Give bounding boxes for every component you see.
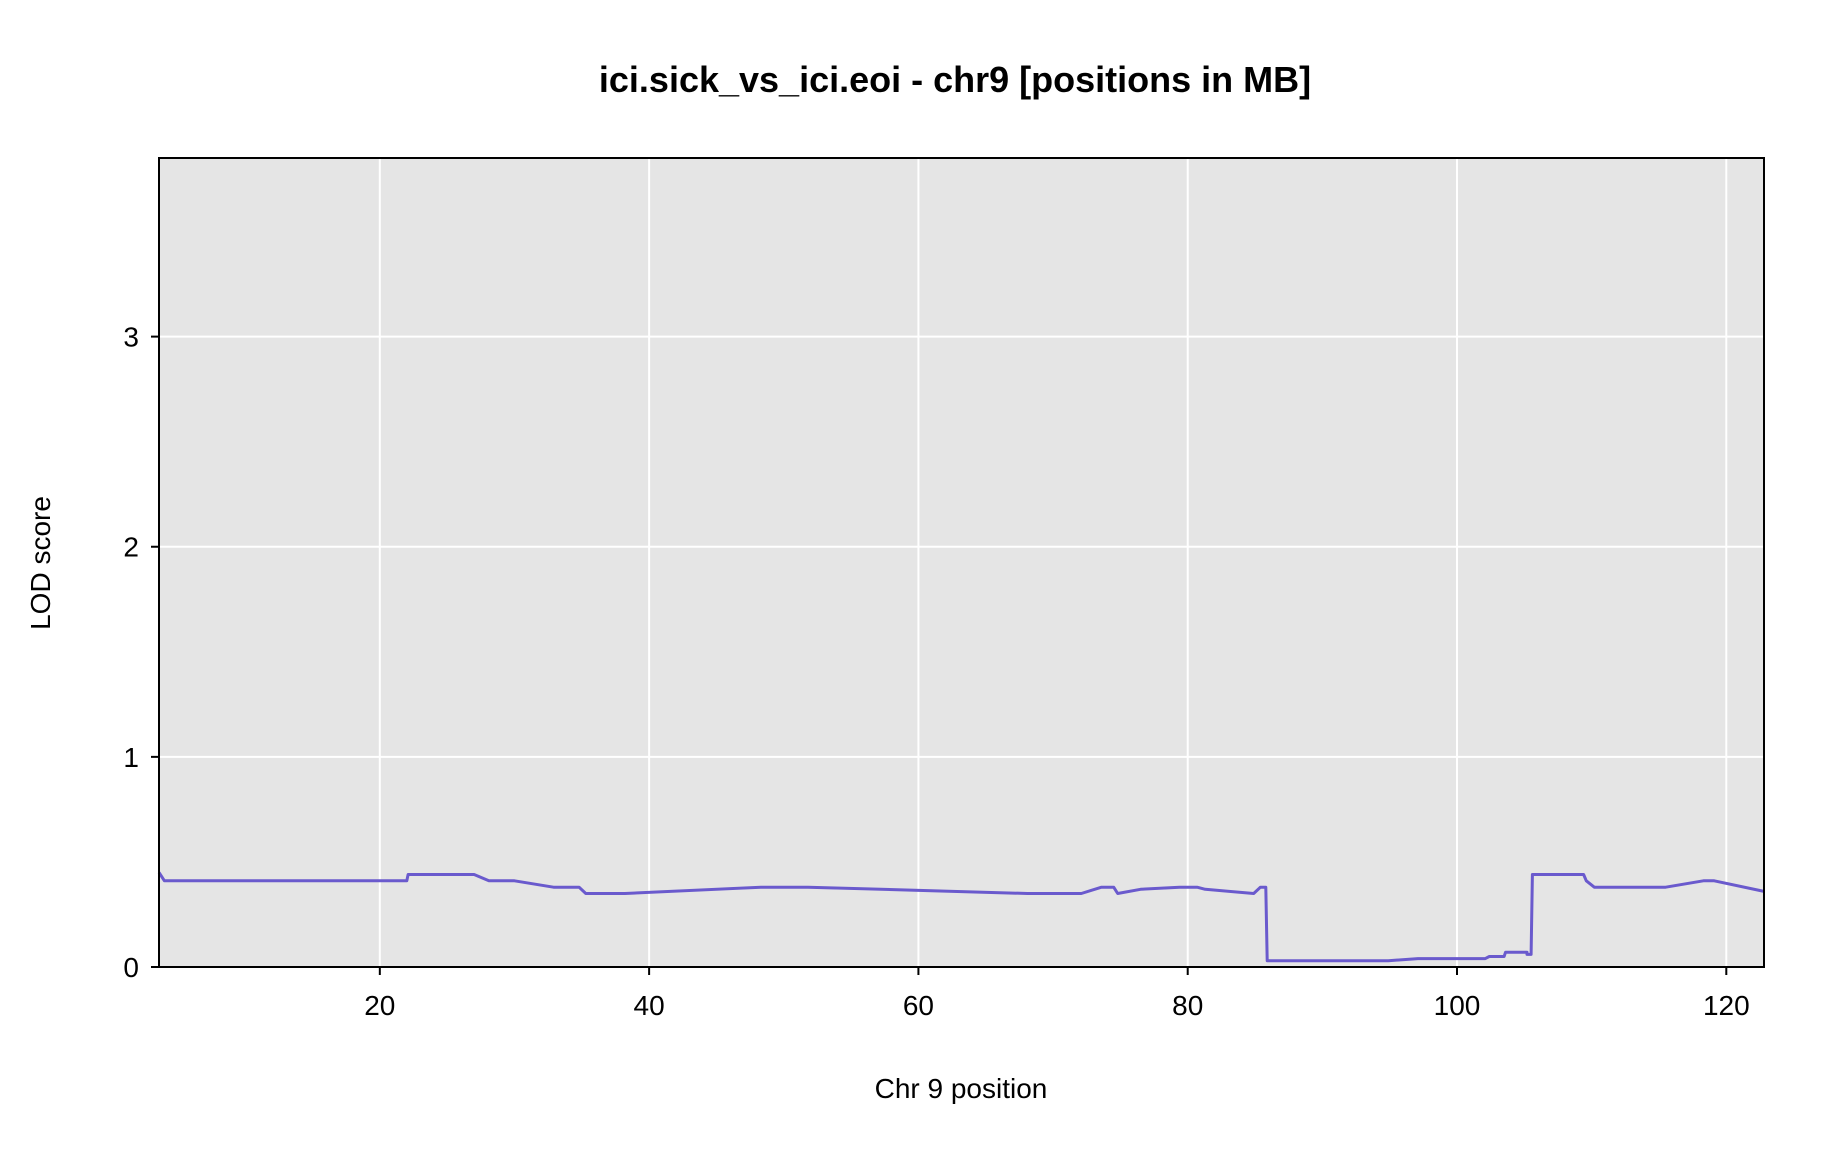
x-tick-label: 40 [634, 990, 665, 1021]
y-tick-label: 3 [123, 322, 139, 353]
lod-series-line [157, 871, 1765, 963]
plot-panel [159, 158, 1764, 967]
x-axis-label: Chr 9 position [875, 1073, 1048, 1104]
axis-ticks: 20 40 60 80 100 120 0 1 2 3 [123, 322, 1749, 1021]
y-axis-label: LOD score [25, 496, 56, 630]
chart-title: ici.sick_vs_ici.eoi - chr9 [positions in… [599, 59, 1311, 100]
x-tick-label: 120 [1703, 990, 1750, 1021]
y-tick-label: 2 [123, 532, 139, 563]
y-tick-label: 1 [123, 742, 139, 773]
x-tick-label: 80 [1172, 990, 1203, 1021]
plot-border [158, 157, 1765, 968]
y-tick-label: 0 [123, 952, 139, 983]
x-tick-label: 20 [364, 990, 395, 1021]
grid-lines [159, 158, 1764, 967]
x-tick-label: 100 [1434, 990, 1481, 1021]
x-tick-label: 60 [903, 990, 934, 1021]
